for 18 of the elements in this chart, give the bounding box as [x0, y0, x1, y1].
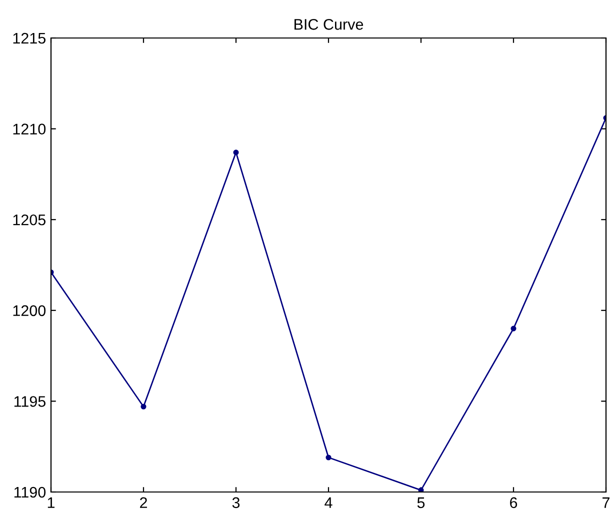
x-tick-label: 6 [510, 497, 518, 508]
point [510, 326, 516, 332]
y-tick-label: 1205 [13, 214, 46, 226]
x-tick-label: 5 [417, 497, 425, 508]
x-tick-label: 4 [324, 497, 332, 508]
chart-title: BIC Curve [294, 19, 364, 30]
point [140, 404, 146, 410]
y-tick-label: 1190 [14, 486, 46, 498]
y-tick-label: 1200 [13, 305, 46, 316]
x-tick-label: 1 [48, 497, 55, 508]
x-tick-label: 7 [602, 497, 610, 508]
y-tick-label: 1215 [13, 32, 46, 44]
y-tick-label: 1210 [13, 124, 46, 134]
x-tick-label: 3 [232, 497, 240, 508]
x-tick-label: 2 [140, 497, 147, 508]
y-tick-label: 1195 [14, 396, 46, 407]
point [233, 150, 239, 156]
point [326, 454, 332, 460]
